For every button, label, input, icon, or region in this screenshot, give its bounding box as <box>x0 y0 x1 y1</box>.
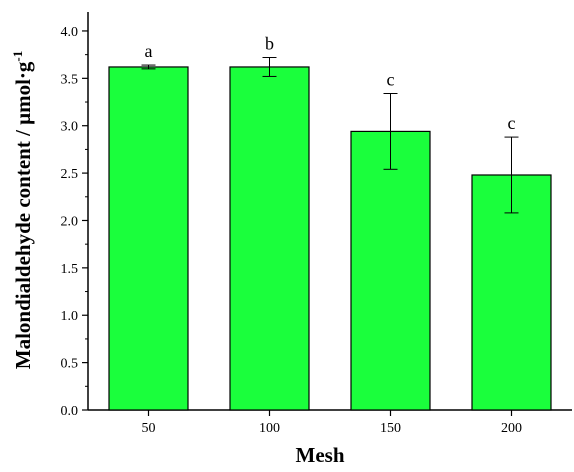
x-tick-label: 50 <box>142 421 156 436</box>
y-tick-label: 2.0 <box>61 214 79 229</box>
y-axis-title: Malondialdehyde content / μmol·g-1 <box>10 51 35 370</box>
x-tick-label: 150 <box>380 421 401 436</box>
y-tick-label: 0.0 <box>61 404 79 419</box>
significance-label: a <box>145 41 153 61</box>
significance-label: b <box>265 33 274 53</box>
bar <box>471 174 552 411</box>
bar <box>350 130 431 411</box>
y-tick-label: 1.5 <box>61 262 79 277</box>
bar <box>229 66 310 411</box>
y-tick-label: 0.5 <box>61 357 79 372</box>
y-tick-label: 4.0 <box>61 25 79 40</box>
y-axis-title-text: Malondialdehyde content / μmol·g <box>11 61 35 369</box>
y-tick-label: 2.5 <box>61 167 79 182</box>
x-tick-label: 100 <box>259 421 280 436</box>
y-tick-label: 1.0 <box>61 309 79 324</box>
plot-area: 0.0 0.5 1.0 1.5 2.0 2.5 3.0 3.5 4.0 a 50 b 100 c 150 c 2… <box>61 12 572 436</box>
significance-label: c <box>387 69 395 89</box>
significance-label: c <box>508 113 516 133</box>
x-axis-title: Mesh <box>296 443 345 467</box>
y-axis-title-superscript: -1 <box>10 51 25 62</box>
bar <box>108 66 189 411</box>
x-tick-label: 200 <box>501 421 522 436</box>
y-tick-label: 3.0 <box>61 120 79 135</box>
y-tick-label: 3.5 <box>61 72 79 87</box>
